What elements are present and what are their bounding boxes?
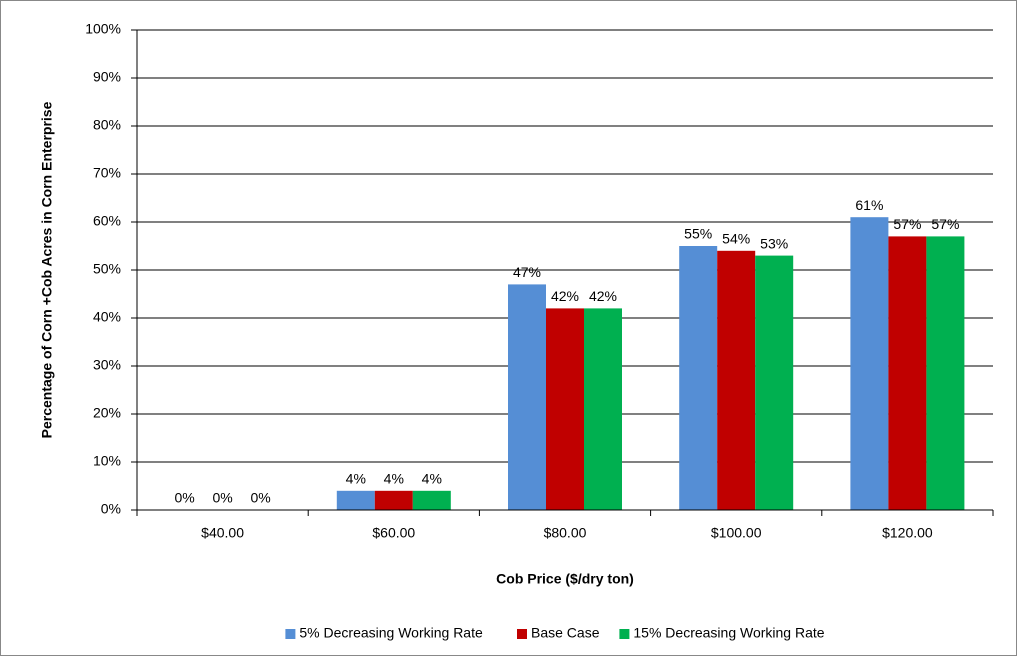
y-tick-label: 60% [93,213,121,229]
y-tick-label: 10% [93,453,121,469]
data-label: 57% [893,216,921,232]
y-tick-label: 90% [93,69,121,85]
data-label: 54% [722,231,750,247]
bar [412,490,451,510]
bar [717,250,756,511]
legend-label: Base Case [531,625,600,641]
y-tick-label: 20% [93,405,121,421]
data-label: 4% [422,471,442,487]
data-label: 47% [513,264,541,280]
y-tick-label: 40% [93,309,121,325]
bar [508,284,546,510]
bar [755,255,794,510]
bar [888,236,927,510]
x-tick-label: $80.00 [544,525,587,541]
legend-label: 5% Decreasing Working Rate [299,625,483,641]
y-axis-title: Percentage of Corn +Cob Acres in Corn En… [39,101,55,438]
data-label: 55% [684,226,712,242]
legend-swatch [619,629,630,639]
y-tick-label: 0% [101,501,121,517]
bar [374,490,413,510]
data-label: 57% [931,216,959,232]
data-label: 61% [855,197,883,213]
y-tick-label: 100% [85,21,121,37]
x-tick-label: $60.00 [372,525,415,541]
data-label: 0% [212,490,232,506]
x-axis-title: Cob Price ($/dry ton) [496,571,634,587]
x-tick-label: $100.00 [711,525,762,541]
data-label: 0% [174,490,194,506]
y-tick-label: 50% [93,261,121,277]
bar [850,217,889,510]
legend-swatch [285,629,296,639]
data-label: 53% [760,235,788,251]
data-label: 42% [551,288,579,304]
x-tick-label: $40.00 [201,525,244,541]
bar [926,236,965,510]
data-label: 4% [346,471,366,487]
data-label: 4% [384,471,404,487]
bar [336,490,375,510]
data-label: 42% [589,288,617,304]
y-tick-label: 80% [93,117,121,133]
bar [679,246,718,510]
data-label: 0% [250,490,270,506]
y-tick-label: 70% [93,165,121,181]
bar [584,308,622,510]
x-tick-label: $120.00 [882,525,933,541]
legend-swatch [517,629,527,639]
y-tick-label: 30% [93,357,121,373]
bar [546,308,584,510]
legend-label: 15% Decreasing Working Rate [633,625,824,641]
